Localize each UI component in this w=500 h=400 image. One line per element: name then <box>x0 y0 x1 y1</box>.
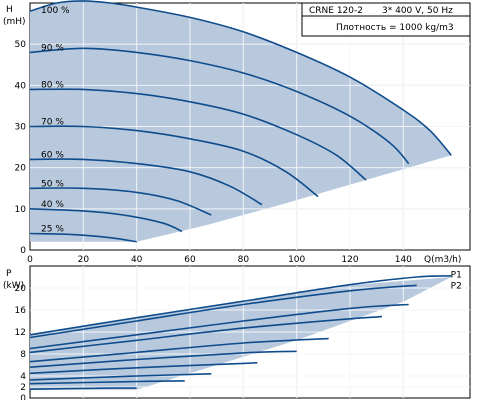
head-axis-unit: (mH) <box>3 17 26 27</box>
power-ytick-4: 4 <box>20 372 26 382</box>
power-curves <box>29 275 452 390</box>
flow-tick-20: 20 <box>78 255 90 265</box>
speed-label-6: 40 % <box>41 200 64 210</box>
speed-label-7: 25 % <box>41 225 64 235</box>
pump-model: CRNE 120-2 <box>309 6 363 16</box>
flow-tick-60: 60 <box>184 255 196 265</box>
power-ytick-2: 2 <box>20 383 26 393</box>
power-curve-2 <box>29 303 409 350</box>
power-tick-labels: 024 8 12 16 20 <box>15 284 27 400</box>
head-curve-1 <box>29 47 410 165</box>
power-ytick-16: 16 <box>15 306 27 316</box>
flow-tick-80: 80 <box>238 255 250 265</box>
flow-tick-labels: 0 20 40 60 80 100 120 140 <box>27 255 412 265</box>
power-label-0: P1 <box>451 270 462 280</box>
head-curve-7 <box>29 232 137 243</box>
power-curve-7 <box>29 373 212 381</box>
head-curve-2 <box>29 88 367 181</box>
power-axis-unit: (kW) <box>3 281 24 291</box>
head-plot: 100 % 90 % 80 % 70 % 60 % 50 % 40 % 25 % 0 20 40 6… <box>3 0 471 265</box>
head-region-fill <box>30 0 452 242</box>
power-curve-0 <box>29 275 452 336</box>
speed-label-5: 50 % <box>41 179 64 189</box>
power-curve-9 <box>29 387 137 390</box>
head-ytick-40: 40 <box>15 81 27 91</box>
flow-tick-0: 0 <box>27 255 33 265</box>
flow-axis-label: Q(m3/h) <box>424 255 461 265</box>
head-ytick-10: 10 <box>15 205 27 215</box>
flow-tick-40: 40 <box>131 255 143 265</box>
flow-tick-120: 120 <box>341 255 358 265</box>
power-grid-overlay <box>30 266 470 398</box>
power-axis-label: P <box>6 269 12 279</box>
power-supply: 3* 400 V, 50 Hz <box>382 6 453 16</box>
power-ytick-12: 12 <box>15 328 26 338</box>
power-curve-6 <box>29 361 258 375</box>
speed-label-1: 90 % <box>41 43 64 53</box>
head-curve-3 <box>29 125 319 198</box>
power-curve-4 <box>29 337 329 363</box>
density-label: Плотность = 1000 kg/m3 <box>336 23 454 33</box>
speed-label-2: 80 % <box>41 80 64 90</box>
power-ytick-8: 8 <box>20 350 26 360</box>
speed-label-0: 100 % <box>41 6 70 16</box>
head-tick-labels: 0 10 20 30 40 50 <box>15 40 27 256</box>
power-curve-5 <box>29 350 297 368</box>
head-ytick-0: 0 <box>20 246 26 256</box>
info-box: CRNE 120-2 3* 400 V, 50 Hz Плотность = 1… <box>301 2 471 37</box>
head-curve-0 <box>29 0 452 156</box>
speed-label-3: 70 % <box>41 118 64 128</box>
head-operating-region <box>30 0 452 242</box>
power-curve-3 <box>29 315 383 354</box>
power-ytick-20: 20 <box>15 284 27 294</box>
power-curve-1 <box>29 284 417 339</box>
power-curve-8 <box>29 380 185 385</box>
power-ytick-0: 0 <box>20 394 26 400</box>
flow-tick-140: 140 <box>395 255 412 265</box>
flow-tick-100: 100 <box>288 255 305 265</box>
head-ytick-30: 30 <box>15 123 27 133</box>
power-operating-region <box>30 277 452 390</box>
head-curve-4 <box>29 158 263 206</box>
power-label-1: P2 <box>451 281 462 291</box>
head-curve-6 <box>29 208 183 233</box>
speed-label-4: 60 % <box>41 150 64 160</box>
power-region-fill <box>30 277 452 390</box>
head-curve-5 <box>29 187 212 216</box>
speed-labels: 100 % 90 % 80 % 70 % 60 % 50 % 40 % 25 % <box>41 6 70 234</box>
head-curves <box>29 0 452 243</box>
head-ytick-50: 50 <box>15 40 27 50</box>
head-axis-label: H <box>6 5 13 15</box>
head-ytick-20: 20 <box>15 164 27 174</box>
